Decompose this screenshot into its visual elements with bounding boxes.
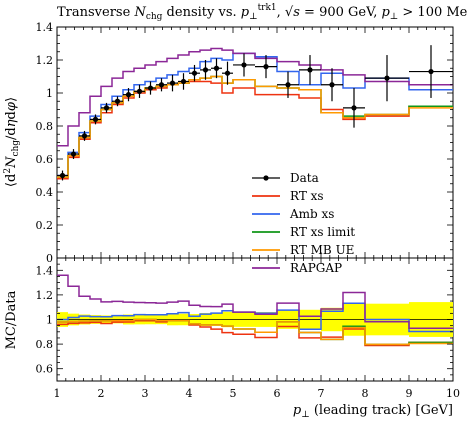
- data-point: [213, 65, 220, 71]
- y-axis-label-main: ⟨d2Nchg/dηdφ⟩: [3, 97, 21, 187]
- y-axis-label-ratio: MC/Data: [4, 290, 19, 349]
- series-line-rapgap: [57, 47, 453, 147]
- ratio-y-tick-label: 1.4: [36, 264, 54, 277]
- data-point: [202, 67, 209, 73]
- data-point: [307, 67, 313, 73]
- data-point: [384, 75, 390, 81]
- data-point: [59, 172, 66, 179]
- y-tick-label: 0.6: [36, 153, 54, 166]
- legend-label-rt-xs-limit: RT xs limit: [290, 225, 355, 239]
- ratio-y-tick-label: 1: [46, 314, 53, 327]
- data-point: [158, 82, 165, 88]
- y-tick-label: 0.8: [36, 120, 54, 133]
- data-point: [241, 62, 247, 68]
- data-point: [285, 82, 291, 88]
- data-points: [57, 45, 453, 181]
- x-tick-label: 10: [446, 387, 460, 400]
- data-point: [92, 116, 99, 122]
- y-tick-label: 1.4: [36, 21, 54, 34]
- legend-label-rapgap: RAPGAP: [290, 261, 342, 275]
- ratio-y-tick-label: 0.8: [36, 338, 54, 351]
- mc-histograms-main: [57, 47, 453, 180]
- x-tick-label: 4: [186, 387, 193, 400]
- y-tick-label: 0.4: [36, 186, 54, 199]
- x-tick-label: 5: [230, 387, 237, 400]
- data-point: [70, 151, 77, 157]
- data-point: [169, 80, 176, 86]
- legend-marker-data: [263, 175, 269, 181]
- legend-label-rt-mb-ue: RT MB UE: [290, 243, 354, 257]
- x-tick-label: 8: [362, 387, 369, 400]
- y-tick-label: 0.2: [36, 219, 54, 232]
- ratio-line-rapgap: [57, 274, 453, 329]
- data-point: [428, 68, 434, 75]
- ratio-y-tick-label: 0.6: [36, 363, 54, 376]
- ratio-y-tick-label: 1.2: [36, 289, 54, 302]
- data-point: [136, 88, 143, 94]
- x-tick-label: 6: [274, 387, 281, 400]
- data-point: [81, 133, 88, 139]
- data-point: [103, 105, 110, 111]
- data-point: [329, 82, 335, 88]
- data-point: [351, 105, 357, 111]
- y-tick-label: 1.2: [36, 54, 54, 67]
- y-tick-label: 1: [46, 87, 53, 100]
- series-line-amb-xs: [57, 52, 453, 177]
- x-tick-label: 9: [406, 387, 413, 400]
- axis-ticks: 1 2 3 4 5 6 7 8 9 10 0 0.2 0.4 0.6 0.8 1 1.2 1.4 0.6 0.8 1 1.…: [36, 21, 461, 400]
- data-point: [147, 85, 154, 91]
- main-plot-frame: [56, 26, 454, 259]
- y-tick-label: 0: [46, 252, 53, 265]
- data-point: [191, 70, 198, 76]
- legend-label-data: Data: [290, 171, 319, 185]
- data-point: [263, 64, 269, 70]
- x-tick-label: 1: [54, 387, 61, 400]
- ratio-line-rt-mb-ue: [57, 318, 453, 346]
- data-point: [125, 92, 132, 98]
- mc-histograms-ratio: [57, 274, 453, 347]
- data-point: [114, 98, 121, 104]
- legend: Data RT xs Amb xs RT xs limit RT MB UE RAPGAP: [252, 171, 355, 275]
- x-tick-label: 2: [98, 387, 105, 400]
- x-axis-label: p⊥ (leading track) [GeV]: [293, 403, 453, 420]
- data-point: [224, 70, 231, 76]
- x-tick-label: 7: [318, 387, 325, 400]
- x-tick-label: 3: [142, 387, 149, 400]
- legend-label-rt-xs: RT xs: [290, 189, 324, 203]
- data-point: [180, 78, 187, 85]
- chart-title: Transverse Nchg density vs. p⊥trk1, √s =…: [57, 3, 467, 22]
- ratio-line-amb-xs: [57, 302, 453, 333]
- legend-label-amb-xs: Amb xs: [289, 207, 334, 221]
